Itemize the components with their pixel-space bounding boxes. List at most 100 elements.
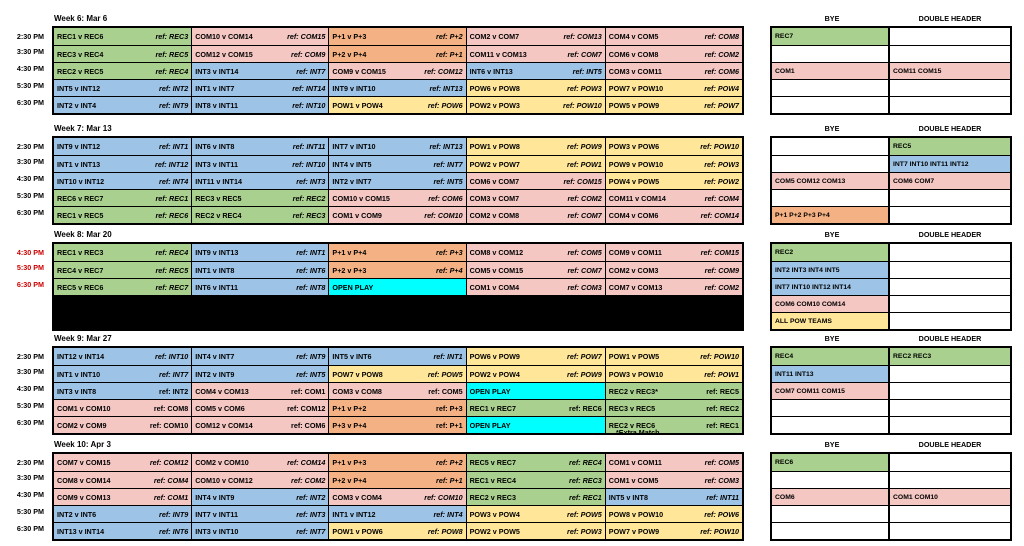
matchup: COM12 v COM14: [195, 420, 253, 430]
match-cell: POW7 v POW8 ref: POW5: [328, 366, 466, 382]
double-header-box: REC5 INT7 INT10 INT11 INT12 COM6 COM7: [888, 136, 1012, 225]
matchup: COM3 v COM11: [608, 66, 662, 76]
matchup: COM1 v COM9: [332, 210, 382, 220]
referee: ref: POW7: [567, 352, 602, 361]
match-cell: INT2 v INT6 ref: INT9: [54, 506, 192, 522]
match-cell: REC2 v REC6 ref: REC1: [604, 417, 742, 433]
matchup: POW3 v POW6: [608, 142, 660, 151]
time-slot-row: COM2 v COM9 ref: COM10 COM12 v COM14 ref: C…: [54, 416, 742, 433]
referee: ref: COM5: [704, 458, 739, 467]
matchup: P+2 v P+4: [332, 49, 367, 59]
double-header-entry: [890, 295, 1010, 312]
matchup: POW7 v POW9: [608, 526, 660, 536]
time-slot-row: INT12 v INT14 ref: INT10 INT4 v INT7 ref: I…: [54, 348, 742, 365]
bye-entry: [772, 471, 892, 488]
match-cell: REC2 v REC3* ref: REC5: [604, 383, 742, 399]
referee: ref: REC1: [155, 193, 189, 203]
referee: ref: INT1: [296, 248, 326, 257]
matchup: COM9 v COM13: [57, 492, 111, 502]
matchup: INT1 v INT13: [57, 159, 101, 169]
match-cell: INT6 v INT13 ref: INT5: [465, 63, 605, 79]
referee: ref: COM15: [287, 32, 326, 41]
match-cell: COM5 v COM15 ref: COM7: [465, 262, 605, 278]
matchup: COM3 v COM4: [332, 492, 382, 502]
double-header-entry: REC2 REC3: [890, 348, 1010, 365]
matchup: POW1 v POW4: [332, 100, 383, 110]
time-slot-label: 4:30 PM: [16, 384, 44, 393]
match-cell: POW9 v POW10 ref: POW3: [604, 156, 742, 172]
match-cell: REC2 v REC4 ref: REC3: [191, 207, 329, 223]
match-cell: POW4 v POW5 ref: POW2: [604, 173, 742, 189]
bye-entry: [772, 138, 892, 155]
time-slot-label: 6:30 PM: [16, 524, 44, 533]
matchup: COM1 v COM4: [469, 282, 520, 292]
referee: ref: COM15: [563, 176, 602, 186]
matchup: POW9 v POW10: [608, 159, 664, 169]
bye-entry: [772, 505, 892, 522]
blocked-cell: [54, 313, 192, 329]
referee: ref: POW10: [700, 142, 739, 151]
match-cell: REC3 v REC5 ref: REC2: [604, 400, 742, 416]
match-cell: POW1 v POW8 ref: POW9: [465, 138, 605, 155]
match-cell: INT3 v INT10 ref: INT7: [191, 523, 329, 539]
matchup: P+1 v P+4: [332, 248, 367, 257]
matchup: COM5 v COM6: [195, 403, 245, 413]
time-slot-row: [54, 295, 742, 312]
match-cell: COM9 v COM11 ref: COM15: [604, 244, 742, 261]
match-cell: INT1 v INT10 ref: INT7: [54, 366, 192, 382]
referee: ref: COM6: [704, 66, 739, 76]
referee: ref: INT13: [429, 142, 463, 151]
referee: ref: POW10: [700, 526, 739, 536]
matchup: REC1 v REC6: [57, 32, 104, 41]
matchup: REC2 v REC3: [469, 492, 516, 502]
referee: ref: REC5: [706, 386, 739, 396]
matchup: INT4 v INT5: [332, 159, 372, 169]
matchup: REC3 v REC5: [195, 193, 242, 203]
time-slot-label: 2:30 PM: [16, 142, 44, 151]
blocked-cell: [465, 313, 605, 329]
blocked-cell: [604, 296, 742, 312]
bye-entry: INT2 INT3 INT4 INT5: [772, 261, 892, 278]
match-cell: COM4 v COM6 ref: COM14: [604, 207, 742, 223]
matchup: REC5 v REC7: [469, 458, 516, 467]
match-cell: P+1 v P+3 ref: P+2: [328, 454, 466, 471]
bye-entry: COM7 COM11 COM15: [772, 382, 892, 399]
match-cell: INT12 v INT14 ref: INT10: [54, 348, 192, 365]
bye-box: REC6 COM6: [770, 452, 894, 541]
matchup: INT12 v INT14: [57, 352, 105, 361]
matchup: POW5 v POW9: [608, 100, 660, 110]
double-header-box: [888, 242, 1012, 331]
time-slot-label: 6:30 PM: [16, 208, 44, 217]
referee: ref: INT6: [296, 265, 326, 275]
matchup: INT4 v INT9: [195, 492, 235, 502]
matchup: INT1 v INT8: [195, 265, 235, 275]
time-slot-row: COM1 v COM10 ref: COM8 COM5 v COM6 ref: COM…: [54, 399, 742, 416]
referee: ref: INT7: [296, 66, 326, 76]
referee: ref: P+2: [436, 32, 463, 41]
time-slot-row: REC1 v REC5 ref: REC6 REC2 v REC4 ref: REC3…: [54, 206, 742, 223]
match-cell: POW3 v POW10 ref: POW1: [604, 366, 742, 382]
double-header-header: DOUBLE HEADER: [918, 334, 982, 343]
matchup: P+1 v P+3: [332, 458, 367, 467]
referee: ref: REC1: [706, 420, 739, 430]
matchup: INT9 v INT13: [195, 248, 239, 257]
referee: ref: REC1: [569, 492, 602, 502]
matchup: INT6 v INT11: [195, 282, 238, 292]
referee: ref: INT9: [159, 100, 189, 110]
match-cell: POW1 v POW6 ref: POW8: [328, 523, 466, 539]
referee: ref: REC6: [155, 210, 189, 220]
double-header-entry: [890, 28, 1010, 45]
double-header-entry: [890, 365, 1010, 382]
referee: ref: COM6: [291, 420, 326, 430]
matchup: POW7 v POW10: [608, 83, 664, 93]
blocked-cell: [54, 296, 192, 312]
bye-entry: ALL POW TEAMS: [772, 312, 892, 329]
time-slot-row: REC2 v REC5 ref: REC4 INT3 v INT14 ref: INT…: [54, 62, 742, 79]
referee: ref: INT10: [155, 352, 189, 361]
time-slot-label: 3:30 PM: [16, 367, 44, 376]
match-cell: COM10 v COM15 ref: COM6: [328, 190, 466, 206]
match-cell: POW3 v POW6 ref: POW10: [604, 138, 742, 155]
referee: ref: INT11: [706, 492, 739, 502]
referee: ref: POW7: [704, 100, 739, 110]
match-cell: COM7 v COM13 ref: COM2: [604, 279, 742, 295]
